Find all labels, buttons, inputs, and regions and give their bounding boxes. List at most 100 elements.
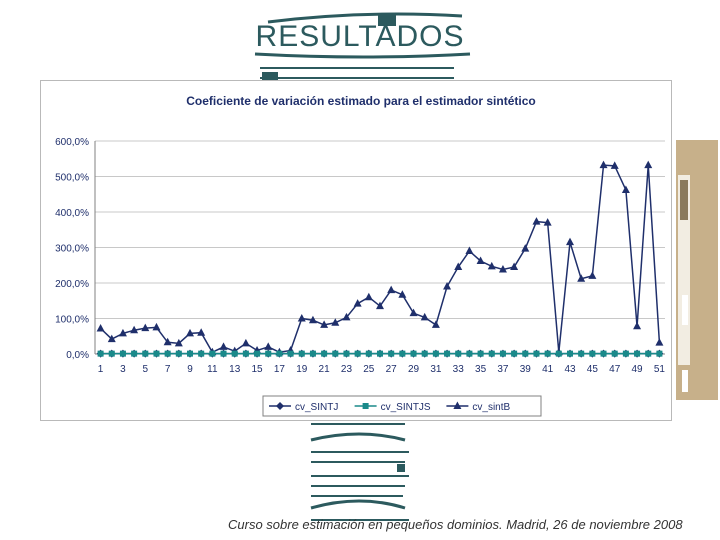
x-tick-label: 39: [520, 364, 532, 375]
legend-label-cv_SINTJ: cv_SINTJ: [295, 402, 338, 413]
data-point-cv_sintB: [543, 218, 552, 226]
data-point-cv_SINTJS: [421, 350, 428, 357]
data-point-cv_SINTJS: [432, 350, 439, 357]
data-point-cv_SINTJS: [276, 350, 283, 357]
data-point-cv_SINTJS: [265, 350, 272, 357]
data-point-cv_SINTJS: [287, 350, 294, 357]
data-point-cv_SINTJS: [131, 350, 138, 357]
data-point-cv_SINTJS: [578, 350, 585, 357]
data-point-cv_SINTJS: [321, 350, 328, 357]
data-point-cv_sintB: [320, 320, 329, 328]
legend-label-cv_SINTJS: cv_SINTJS: [381, 402, 431, 413]
x-tick-label: 49: [631, 364, 643, 375]
data-point-cv_sintB: [174, 338, 183, 347]
data-point-cv_SINTJS: [656, 350, 663, 357]
x-tick-label: 23: [341, 364, 353, 375]
x-tick-label: 41: [542, 364, 554, 375]
data-point-cv_sintB: [141, 323, 150, 332]
data-point-cv_sintB: [297, 314, 306, 322]
data-point-cv_sintB: [342, 312, 351, 321]
x-tick-label: 3: [120, 364, 126, 375]
legend-marker-cv_SINTJS: [362, 403, 369, 409]
y-tick-label: 600,0%: [55, 137, 89, 148]
data-point-cv_sintB: [219, 342, 228, 350]
data-point-cv_sintB: [510, 262, 519, 271]
data-point-cv_sintB: [241, 338, 250, 347]
slide-title: RESULTADOS: [255, 20, 465, 53]
legend-label-cv_sintB: cv_sintB: [472, 402, 510, 413]
x-tick-label: 21: [319, 364, 331, 375]
x-tick-label: 7: [165, 364, 171, 375]
data-point-cv_sintB: [655, 338, 664, 346]
data-point-cv_sintB: [521, 244, 530, 252]
x-tick-label: 17: [274, 364, 286, 375]
x-tick-label: 19: [296, 364, 308, 375]
data-point-cv_SINTJS: [242, 350, 249, 357]
data-point-cv_sintB: [118, 328, 127, 337]
data-point-cv_SINTJS: [544, 350, 551, 357]
data-point-cv_sintB: [487, 261, 496, 270]
x-tick-label: 1: [98, 364, 104, 375]
data-point-cv_sintB: [621, 185, 630, 193]
x-tick-label: 33: [453, 364, 465, 375]
x-tick-label: 43: [564, 364, 576, 375]
data-point-cv_SINTJS: [254, 350, 261, 357]
data-point-cv_SINTJS: [365, 350, 372, 357]
data-point-cv_SINTJS: [455, 350, 462, 357]
x-tick-label: 25: [363, 364, 375, 375]
data-point-cv_sintB: [186, 328, 194, 337]
data-point-cv_SINTJS: [444, 350, 451, 357]
data-point-cv_SINTJS: [198, 350, 205, 357]
data-point-cv_SINTJS: [298, 350, 305, 357]
data-point-cv_sintB: [409, 308, 418, 317]
data-point-cv_SINTJS: [499, 350, 506, 357]
data-point-cv_SINTJS: [119, 350, 126, 357]
x-tick-label: 31: [430, 364, 442, 375]
data-point-cv_SINTJS: [488, 350, 495, 357]
data-point-cv_SINTJS: [466, 350, 473, 357]
x-tick-label: 13: [229, 364, 241, 375]
data-point-cv_sintB: [431, 320, 440, 328]
data-point-cv_sintB: [130, 325, 139, 334]
data-point-cv_sintB: [107, 334, 116, 343]
data-point-cv_sintB: [532, 217, 541, 225]
y-tick-label: 200,0%: [55, 279, 89, 290]
data-point-cv_sintB: [420, 312, 429, 321]
data-point-cv_SINTJS: [589, 350, 596, 357]
data-point-cv_SINTJS: [187, 350, 193, 357]
data-point-cv_sintB: [454, 262, 463, 271]
data-point-cv_SINTJS: [567, 350, 573, 357]
data-point-cv_SINTJS: [377, 350, 383, 357]
data-point-cv_sintB: [387, 285, 396, 294]
data-point-cv_SINTJS: [309, 350, 316, 357]
y-tick-label: 500,0%: [55, 173, 89, 184]
data-point-cv_sintB: [398, 290, 407, 298]
x-tick-label: 9: [187, 364, 193, 375]
data-point-cv_sintB: [443, 282, 452, 290]
data-point-cv_sintB: [364, 292, 373, 301]
data-point-cv_SINTJS: [511, 350, 518, 357]
data-point-cv_sintB: [163, 337, 172, 346]
series-line-cv_sintB: [100, 164, 661, 354]
data-point-cv_SINTJS: [555, 350, 562, 357]
data-point-cv_SINTJS: [108, 350, 115, 357]
data-point-cv_sintB: [152, 322, 161, 331]
data-point-cv_sintB: [498, 265, 507, 273]
x-tick-label: 37: [497, 364, 509, 375]
data-point-cv_sintB: [376, 301, 384, 310]
data-point-cv_SINTJS: [611, 350, 618, 357]
y-tick-label: 400,0%: [55, 208, 89, 219]
data-point-cv_SINTJS: [533, 350, 540, 357]
data-point-cv_sintB: [599, 160, 608, 169]
legend-marker-cv_sintB: [453, 401, 462, 409]
data-point-cv_sintB: [476, 256, 485, 264]
y-tick-label: 0,0%: [66, 350, 89, 361]
data-point-cv_SINTJS: [645, 350, 652, 357]
x-tick-label: 45: [587, 364, 599, 375]
data-point-cv_SINTJS: [477, 350, 484, 357]
data-point-cv_SINTJS: [522, 350, 529, 357]
chart-title: Coeficiente de variación estimado para e…: [186, 94, 535, 108]
data-point-cv_SINTJS: [343, 350, 350, 357]
x-tick-label: 5: [143, 364, 149, 375]
data-point-cv_sintB: [566, 237, 574, 246]
